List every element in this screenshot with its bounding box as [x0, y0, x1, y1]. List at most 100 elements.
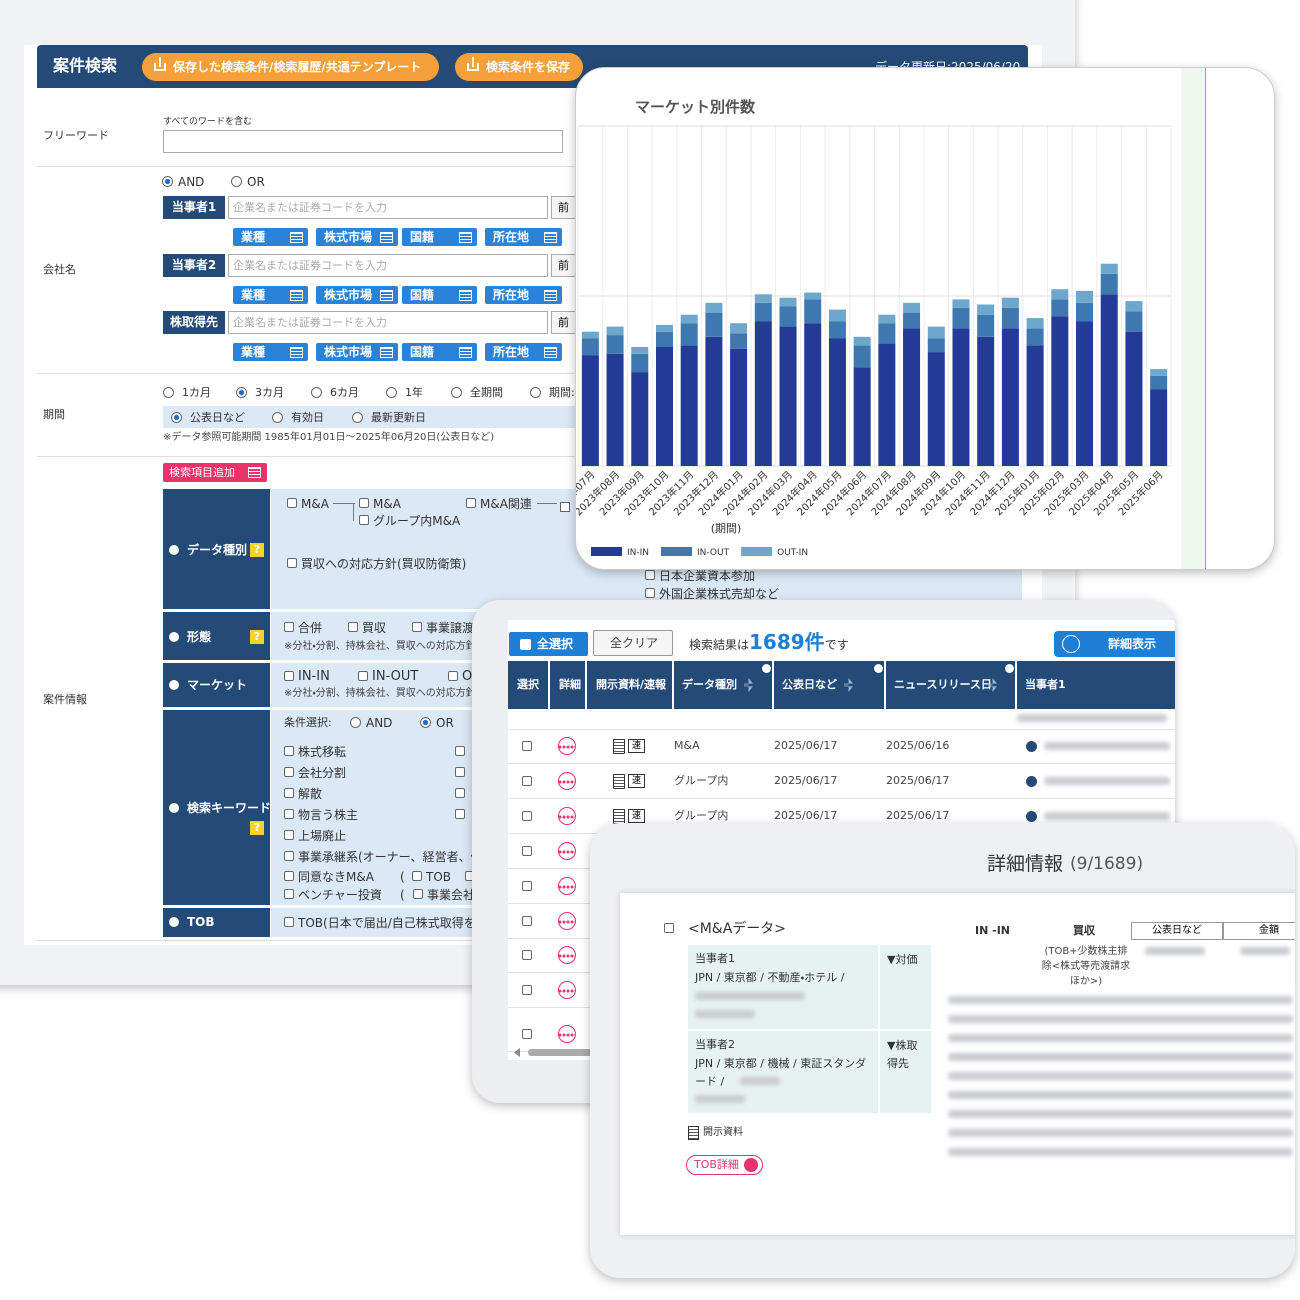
detail-circle[interactable]	[558, 1025, 576, 1043]
company-input[interactable]: 企業名または証券コードを入力	[228, 196, 548, 219]
checkbox[interactable]	[284, 746, 294, 756]
checkbox[interactable]	[284, 851, 294, 861]
header-button[interactable]	[455, 53, 583, 81]
filter-button-label[interactable]: 株式市場	[324, 230, 373, 244]
checkbox[interactable]	[284, 809, 294, 819]
radio[interactable]	[350, 717, 361, 728]
header-button-label[interactable]: 検索条件を保存	[486, 60, 571, 74]
remove-column-icon[interactable]	[874, 664, 883, 673]
clear-all-label[interactable]: 全クリア	[610, 636, 659, 650]
header-button-label[interactable]: 保存した検索条件/検索履歴/共通テンプレート	[173, 60, 422, 74]
radio[interactable]	[162, 176, 173, 187]
filter-button-label[interactable]: 所在地	[493, 230, 530, 244]
checkbox[interactable]	[522, 846, 532, 856]
sort-icon[interactable]	[744, 678, 753, 692]
checkbox[interactable]	[359, 515, 369, 525]
filter-button[interactable]	[485, 286, 562, 304]
checkbox[interactable]	[522, 881, 532, 891]
filter-button-label[interactable]: 所在地	[493, 345, 530, 359]
checkbox[interactable]	[522, 776, 532, 786]
radio[interactable]	[386, 387, 397, 398]
document-icon[interactable]	[688, 1126, 699, 1140]
checkbox[interactable]	[284, 767, 294, 777]
remove-column-icon[interactable]	[1005, 664, 1014, 673]
document-icon[interactable]	[613, 809, 625, 824]
company-input[interactable]: 企業名または証券コードを入力	[228, 254, 548, 277]
checkbox[interactable]	[412, 871, 422, 881]
checkbox[interactable]	[413, 889, 423, 899]
radio[interactable]	[231, 176, 242, 187]
tob-button-label[interactable]: TOB詳細	[694, 1158, 739, 1171]
checkbox[interactable]	[522, 950, 532, 960]
checkbox[interactable]	[284, 871, 294, 881]
filter-button[interactable]	[233, 286, 308, 304]
checkbox[interactable]	[287, 498, 297, 508]
remove-icon[interactable]	[169, 680, 179, 690]
checkbox[interactable]	[560, 502, 570, 512]
checkbox[interactable]	[522, 1029, 532, 1039]
checkbox[interactable]	[455, 809, 465, 819]
radio[interactable]	[163, 387, 174, 398]
checkbox[interactable]	[645, 570, 655, 580]
filter-button-label[interactable]: 国籍	[410, 230, 435, 244]
sort-icon[interactable]	[844, 678, 853, 692]
checkbox[interactable]	[522, 916, 532, 926]
filter-button-label[interactable]: 国籍	[410, 288, 435, 302]
clear-all-button[interactable]	[593, 630, 673, 656]
expand-icon[interactable]	[1026, 811, 1037, 822]
checkbox[interactable]	[358, 671, 368, 681]
radio[interactable]	[451, 387, 462, 398]
filter-button-label[interactable]: 業種	[241, 230, 266, 244]
checkbox[interactable]	[284, 622, 294, 632]
add-item-button[interactable]	[163, 463, 267, 482]
freeword-input[interactable]	[163, 130, 563, 153]
radio[interactable]	[236, 387, 247, 398]
checkbox[interactable]	[284, 788, 294, 798]
flash-icon[interactable]: 速	[628, 809, 645, 823]
filter-button[interactable]	[485, 228, 562, 246]
checkbox[interactable]	[359, 498, 369, 508]
checkbox[interactable]	[466, 498, 476, 508]
checkbox[interactable]	[522, 985, 532, 995]
radio[interactable]	[352, 412, 363, 423]
checkbox[interactable]	[522, 741, 532, 751]
checkbox[interactable]	[412, 622, 422, 632]
detail-circle[interactable]	[558, 737, 576, 755]
flash-icon[interactable]: 速	[628, 739, 645, 753]
detail-circle[interactable]	[558, 877, 576, 895]
detail-circle[interactable]	[558, 772, 576, 790]
filter-button[interactable]	[316, 286, 398, 304]
checkbox[interactable]	[664, 923, 674, 933]
checkbox[interactable]	[522, 811, 532, 821]
remove-icon[interactable]	[169, 632, 179, 642]
remove-column-icon[interactable]	[762, 664, 771, 673]
radio[interactable]	[171, 412, 182, 423]
detail-circle[interactable]	[558, 946, 576, 964]
disclosure-link[interactable]: 開示資料	[703, 1127, 743, 1138]
detail-circle[interactable]	[558, 842, 576, 860]
checkbox[interactable]	[645, 588, 655, 598]
checkbox[interactable]	[284, 889, 294, 899]
detail-circle[interactable]	[558, 807, 576, 825]
radio[interactable]	[272, 412, 283, 423]
checkbox[interactable]	[455, 767, 465, 777]
filter-button[interactable]	[233, 343, 308, 361]
filter-button[interactable]	[402, 228, 477, 246]
filter-button[interactable]	[316, 343, 398, 361]
radio[interactable]	[311, 387, 322, 398]
filter-button-label[interactable]: 株式市場	[324, 288, 373, 302]
filter-button[interactable]	[485, 343, 562, 361]
expand-icon[interactable]	[1026, 776, 1037, 787]
filter-button-label[interactable]: 株式市場	[324, 345, 373, 359]
remove-icon[interactable]	[169, 917, 179, 927]
filter-button[interactable]	[316, 228, 398, 246]
checkbox[interactable]	[284, 830, 294, 840]
select-all-label[interactable]: 全選択	[537, 637, 574, 651]
filter-button-label[interactable]: 業種	[241, 288, 266, 302]
expand-icon[interactable]	[1026, 741, 1037, 752]
checkbox[interactable]	[455, 746, 465, 756]
remove-icon[interactable]	[169, 545, 179, 555]
flash-icon[interactable]: 速	[628, 774, 645, 788]
filter-button[interactable]	[233, 228, 308, 246]
radio[interactable]	[420, 717, 431, 728]
